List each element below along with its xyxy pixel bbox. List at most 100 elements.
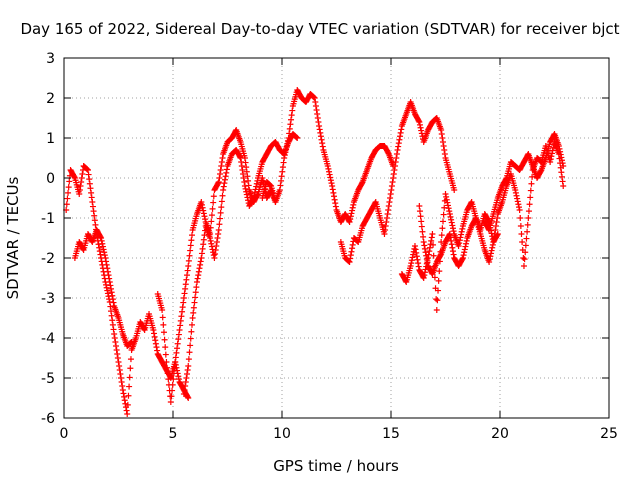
data-point (350, 201, 357, 208)
data-point (316, 126, 323, 133)
data-point (492, 227, 499, 233)
data-point (98, 235, 105, 241)
data-point (347, 255, 354, 262)
data-point (558, 173, 565, 180)
data-point (125, 392, 132, 399)
data-point (218, 198, 225, 205)
data-point (251, 192, 258, 199)
data-point (170, 370, 177, 377)
data-point (525, 215, 532, 221)
data-point (524, 221, 531, 228)
data-point (121, 397, 128, 404)
data-point (163, 359, 170, 365)
data-point (186, 252, 193, 259)
data-point (207, 237, 214, 244)
data-point (108, 312, 115, 319)
data-point (84, 167, 91, 173)
data-point (284, 140, 291, 147)
data-point (528, 180, 535, 187)
data-point (104, 265, 111, 272)
data-point (517, 223, 524, 229)
data-point (217, 209, 224, 216)
data-point (180, 295, 187, 301)
data-point (438, 131, 445, 137)
plot-frame (63, 57, 610, 419)
data-point (489, 244, 496, 251)
data-point (472, 216, 479, 223)
data-point (254, 177, 261, 184)
data-point (443, 196, 450, 203)
data-point (102, 255, 109, 261)
data-point (160, 321, 167, 328)
data-point (182, 383, 189, 389)
data-point (420, 239, 427, 245)
data-point (397, 133, 404, 140)
data-point (449, 225, 456, 232)
data-point (164, 364, 171, 371)
data-point (185, 363, 192, 369)
data-point (388, 187, 395, 193)
data-point (456, 240, 463, 247)
data-point (101, 249, 108, 256)
data-point (186, 349, 193, 356)
data-point (198, 255, 205, 261)
data-point (223, 169, 230, 176)
data-point (331, 196, 338, 203)
data-point (91, 217, 98, 224)
data-point (519, 239, 526, 245)
data-point (236, 153, 243, 160)
data-point (107, 282, 114, 289)
data-point (556, 145, 563, 152)
data-point (411, 243, 418, 249)
data-point (332, 200, 339, 207)
data-point (420, 275, 427, 281)
data-point (412, 246, 419, 253)
data-point (446, 211, 453, 217)
data-point (99, 240, 106, 247)
data-point (417, 124, 424, 131)
data-point (382, 227, 389, 233)
data-point (215, 227, 222, 233)
data-point (331, 193, 338, 200)
data-point (97, 233, 104, 240)
data-point (252, 186, 259, 193)
data-point (418, 127, 425, 134)
data-point (106, 275, 113, 282)
series-track-f (337, 99, 458, 265)
data-point (196, 265, 203, 272)
data-point (178, 313, 185, 320)
data-point (237, 155, 244, 161)
data-point (151, 330, 158, 337)
data-point (398, 126, 405, 133)
data-point (154, 347, 161, 354)
data-points (63, 87, 567, 417)
data-point (187, 247, 194, 254)
series-track-e (259, 87, 397, 225)
data-point (422, 249, 429, 256)
data-point (311, 95, 318, 101)
data-point (383, 215, 390, 221)
data-point (445, 205, 452, 212)
data-point (515, 201, 522, 208)
data-point (170, 376, 177, 383)
data-point (461, 249, 468, 256)
data-point (218, 204, 225, 211)
data-point (451, 187, 458, 193)
series-track-g (398, 191, 501, 313)
data-point (182, 379, 189, 385)
data-point (448, 216, 455, 223)
data-point (524, 228, 531, 235)
data-point (253, 183, 260, 190)
data-point (491, 231, 498, 237)
data-point (372, 200, 379, 207)
data-point (421, 269, 428, 276)
data-point (442, 191, 449, 197)
data-point (415, 260, 422, 267)
data-point (78, 175, 85, 181)
data-point (515, 204, 522, 211)
data-point (188, 328, 195, 335)
data-point (486, 256, 493, 263)
data-point (89, 203, 96, 210)
data-point (289, 107, 296, 114)
